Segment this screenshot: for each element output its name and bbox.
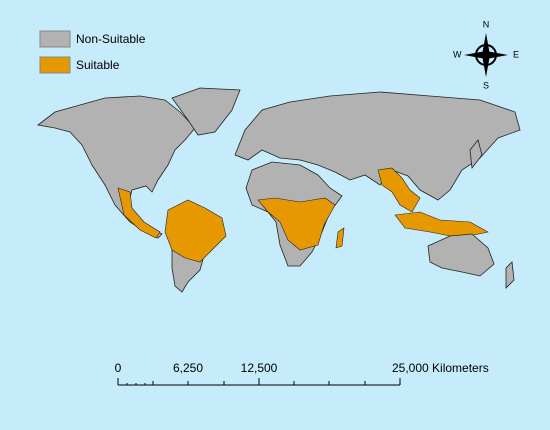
- eurasia: [234, 91, 521, 201]
- compass: N S E W: [453, 19, 519, 90]
- greenland: [171, 87, 241, 136]
- scale-bar: [117, 378, 401, 386]
- legend-label: Non-Suitable: [76, 32, 146, 46]
- central-america: [117, 187, 161, 239]
- north-america: [37, 95, 196, 239]
- legend: Non-Suitable Suitable: [39, 30, 146, 74]
- madagascar: [335, 227, 345, 249]
- scale-label: 6,250: [173, 361, 203, 375]
- compass-star: [464, 33, 508, 77]
- south-america-north: [164, 199, 227, 263]
- land-masses: [37, 87, 521, 293]
- south-asia: [377, 167, 421, 213]
- new-zealand: [505, 261, 515, 289]
- japan: [469, 139, 483, 170]
- compass-w: W: [453, 49, 462, 59]
- scale-ticks: [117, 378, 401, 385]
- scale-label: 12,500: [241, 361, 278, 375]
- scale-label: 0: [115, 361, 122, 375]
- africa-tropics: [257, 197, 336, 251]
- compass-s: S: [483, 80, 489, 90]
- legend-swatch: [39, 30, 71, 48]
- australia: [427, 233, 495, 277]
- scale-label: 25,000 Kilometers: [392, 361, 489, 375]
- compass-n: N: [483, 19, 490, 29]
- legend-label: Suitable: [76, 58, 120, 72]
- compass-e: E: [513, 49, 519, 59]
- southeast-asia-islands: [394, 211, 489, 239]
- legend-swatch: [39, 56, 71, 74]
